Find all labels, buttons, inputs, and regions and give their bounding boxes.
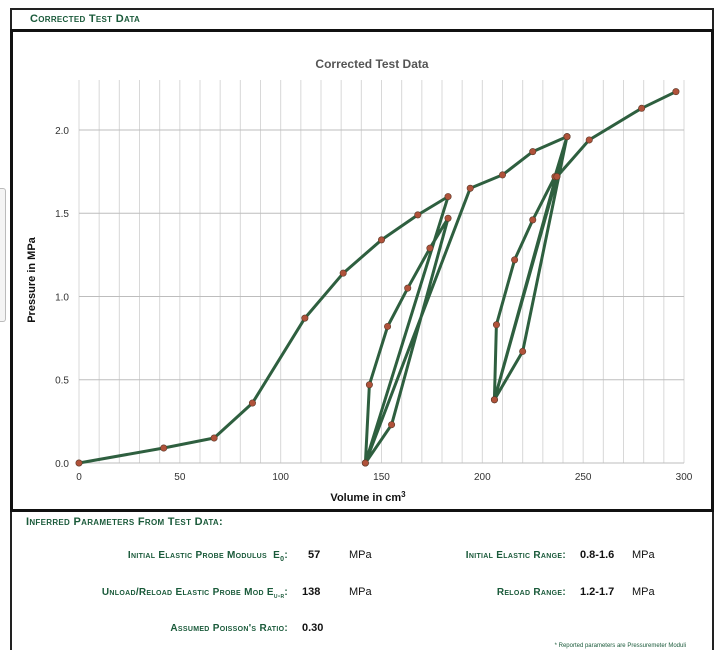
initial-range-value: 0.8-1.6 [580,549,615,561]
data-point [384,322,392,330]
data-point [638,104,646,112]
data-point [75,459,83,467]
data-point [388,421,396,429]
data-point [426,244,434,252]
section-header: Corrected Test Data [10,8,714,30]
e0-unit: MPa [349,549,372,561]
reload-range-unit: MPa [632,586,655,598]
data-point [377,236,385,244]
x-tick-label: 0 [76,472,82,483]
initial-range-unit: MPa [632,549,655,561]
eur-label: Unload/Reload Elastic Probe Mod Eu-r: [101,587,288,600]
data-point [466,184,474,192]
data-point [339,269,347,277]
e0-label: Initial Elastic Probe Modulus E0: [127,550,288,563]
data-point [444,193,452,201]
x-axis-label: Volume in cm3 [330,490,406,504]
chart-ticks: 0 50 100 150 200 250 300 0.0 0.5 1.0 1.5 2.0 [55,126,693,483]
data-point [585,136,593,144]
data-point [361,459,369,467]
y-tick-label: 0.5 [55,376,69,387]
data-point [444,214,452,222]
x-tick-label: 300 [676,472,693,483]
e0-value: 57 [308,549,321,561]
data-point [490,396,498,404]
data-point [563,133,571,141]
data-point [365,381,373,389]
data-point [414,211,422,219]
section-header-title: Corrected Test Data [30,13,141,25]
data-point [672,88,680,96]
data-point [553,173,561,181]
data-point [492,321,500,329]
side-scroll-tab[interactable] [0,188,6,322]
pressure-volume-chart: 0 50 100 150 200 250 300 0.0 0.5 1.0 1.5 2.0 Correc… [26,57,693,504]
data-point [529,148,537,156]
data-point [529,216,537,224]
reload-range-label: Reload Range: [496,587,566,598]
data-point [404,284,412,292]
eur-value: 138 [302,586,321,598]
chart-panel: 0 50 100 150 200 250 300 0.0 0.5 1.0 1.5 2.0 Correc… [10,29,714,512]
data-point [301,314,309,322]
initial-range-label: Initial Elastic Range: [465,550,566,561]
x-tick-label: 150 [373,472,390,483]
x-tick-label: 100 [272,472,289,483]
data-point [511,256,519,264]
y-tick-label: 2.0 [55,126,69,137]
x-tick-label: 50 [174,472,186,483]
data-point [210,434,218,442]
data-point [160,444,168,452]
series-line [78,90,677,465]
data-point [519,347,527,355]
x-tick-label: 200 [474,472,491,483]
chart-title: Corrected Test Data [315,57,428,71]
y-tick-label: 1.0 [55,292,69,303]
chart-plot [75,88,680,467]
parameters-title: Inferred Parameters From Test Data: [26,516,223,528]
poisson-value: 0.30 [302,622,324,634]
y-axis-label: Pressure in MPa [26,236,38,322]
parameters-panel: Inferred Parameters From Test Data: Init… [10,512,714,650]
data-point [498,171,506,179]
y-tick-label: 1.5 [55,209,69,220]
data-point [248,399,256,407]
eur-unit: MPa [349,586,372,598]
reload-range-value: 1.2-1.7 [580,586,615,598]
poisson-label: Assumed Poisson's Ratio: [170,623,288,634]
x-tick-label: 250 [575,472,592,483]
footnote: * Reported parameters are Pressuremeter … [554,643,686,649]
y-tick-label: 0.0 [55,459,69,470]
